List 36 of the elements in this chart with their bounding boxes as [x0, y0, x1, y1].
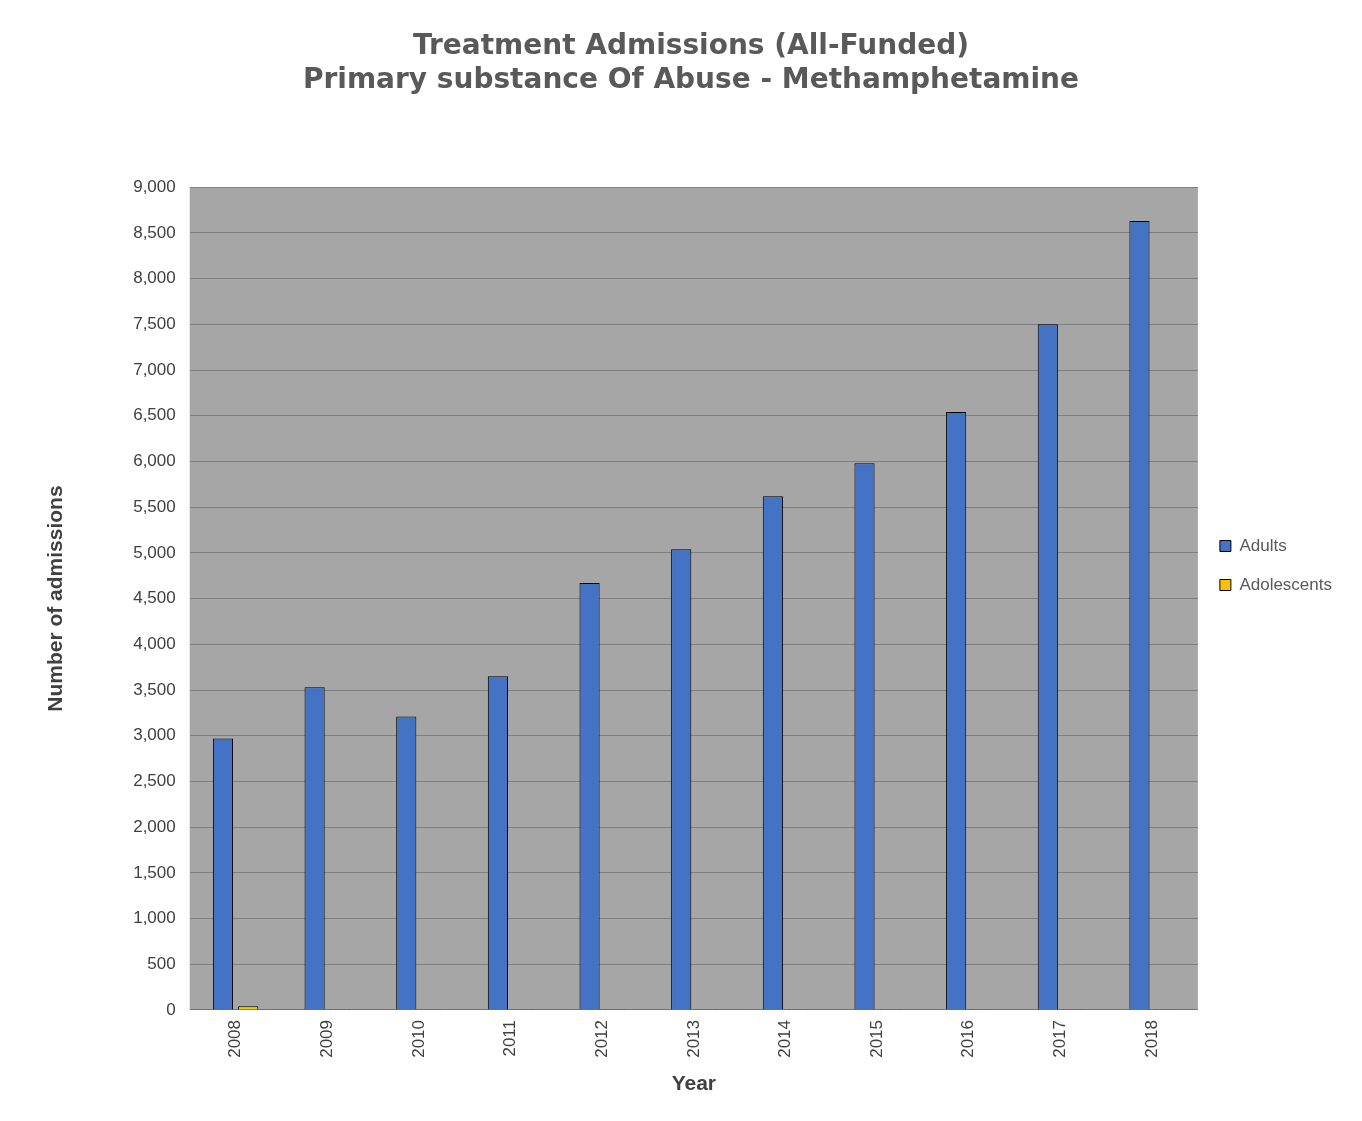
- y-axis-title: Number of admissions: [43, 485, 67, 712]
- x-tick-label: 2015: [866, 1019, 886, 1058]
- y-tick-label: 8,500: [133, 222, 176, 242]
- x-tick-label: 2011: [500, 1019, 520, 1057]
- y-tick-label: 9,000: [133, 176, 176, 196]
- y-tick-label: 0: [166, 999, 176, 1019]
- y-tick-label: 7,500: [133, 314, 176, 334]
- y-tick-label: 500: [147, 953, 176, 973]
- x-tick-label: 2013: [683, 1019, 703, 1058]
- x-tick-label: 2016: [958, 1019, 978, 1058]
- x-tick-label: 2010: [408, 1019, 428, 1058]
- y-tick-label: 3,500: [133, 679, 176, 699]
- y-tick-label: 4,500: [133, 588, 176, 608]
- text: Primary substance Of Abuse - Methamphetamine: [302, 61, 1080, 95]
- y-tick-label: 3,000: [133, 725, 176, 745]
- x-tick-label: 2009: [316, 1019, 336, 1058]
- x-tick-label: 2018: [1141, 1019, 1161, 1058]
- y-tick-label: 6,500: [133, 405, 176, 425]
- legend-label: Adults: [1239, 535, 1287, 555]
- x-tick-label: 2017: [1050, 1019, 1070, 1058]
- y-tick-label: 2,500: [133, 771, 176, 791]
- x-tick-label: 2014: [775, 1019, 795, 1058]
- y-tick-label: 7,000: [133, 359, 176, 379]
- y-tick-label: 6,000: [133, 451, 176, 471]
- y-tick-label: 4,000: [133, 633, 176, 653]
- x-tick-label: 2012: [591, 1019, 611, 1058]
- y-tick-label: 2,000: [133, 816, 176, 836]
- x-axis-title: Year: [671, 1071, 717, 1095]
- y-tick-label: 8,000: [133, 268, 176, 288]
- x-tick-label: 2008: [225, 1019, 245, 1058]
- y-tick-label: 1,500: [133, 862, 176, 882]
- y-tick-label: 5,000: [133, 542, 176, 562]
- y-tick-label: 1,000: [133, 908, 176, 928]
- text: Treatment Admissions (All-Funded): [412, 28, 970, 62]
- y-tick-label: 5,500: [133, 496, 176, 516]
- legend-label: Adolescents: [1239, 574, 1333, 594]
